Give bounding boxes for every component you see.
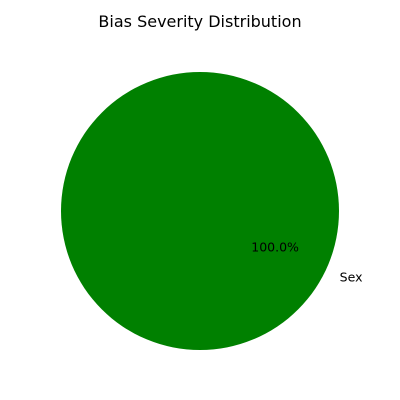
chart-title: Bias Severity Distribution bbox=[98, 12, 302, 31]
pie-slices bbox=[61, 72, 339, 350]
pie-slice-label-0: Sex bbox=[340, 270, 363, 285]
pie-percent-label-0: 100.0% bbox=[251, 239, 299, 254]
pie-slice-0 bbox=[61, 72, 339, 350]
pie-labels: 100.0% Sex bbox=[251, 239, 362, 284]
